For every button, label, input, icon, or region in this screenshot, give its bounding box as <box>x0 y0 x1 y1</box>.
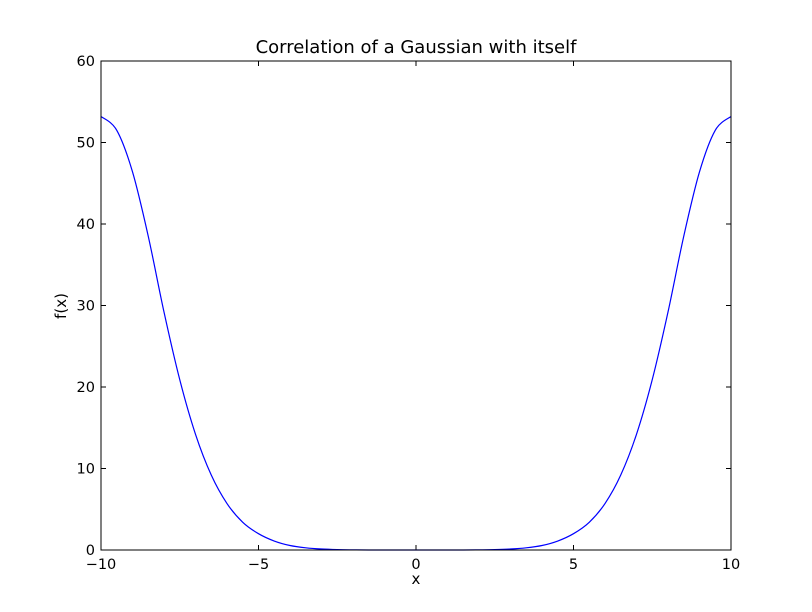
chart-title: Correlation of a Gaussian with itself <box>256 37 578 58</box>
x-tick-label: 0 <box>411 557 420 573</box>
y-tick-label: 0 <box>86 543 95 559</box>
y-tick-label: 50 <box>77 136 95 152</box>
y-tick-label: 30 <box>77 299 95 315</box>
x-tick-label: 10 <box>722 557 740 573</box>
y-axis-label: f(x) <box>52 293 70 319</box>
plot-frame <box>100 60 732 551</box>
x-tick-label: −5 <box>248 557 269 573</box>
tick-labels: −10 −5 0 5 10 0 10 20 30 40 50 60 <box>77 54 741 573</box>
y-tick-label: 20 <box>77 380 95 396</box>
x-tick-label: −10 <box>86 557 117 573</box>
y-tick-label: 10 <box>77 462 95 478</box>
x-tick-label: 5 <box>569 557 578 573</box>
y-tick-label: 60 <box>77 54 95 70</box>
y-tick-label: 40 <box>77 217 95 233</box>
x-axis-label: x <box>412 570 421 588</box>
plot-area <box>101 61 731 550</box>
